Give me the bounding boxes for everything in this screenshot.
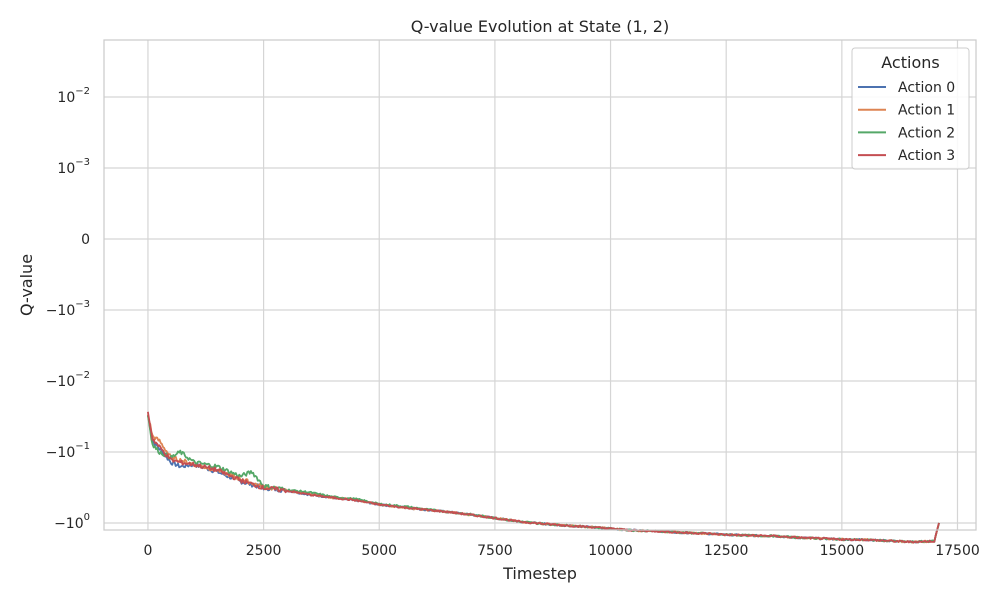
legend-box	[851, 47, 970, 170]
x-tick-labels: 0 2500 5000 7500 10000 12500 15000 17500	[143, 543, 979, 559]
y-tick-labels: 10−2 10−3 0 −10−3 −10−2 −10−1 −100	[46, 86, 90, 532]
y-tick-label: −10−3	[46, 299, 90, 319]
legend-label: Action 1	[898, 103, 955, 119]
y-tick-label: −10−2	[46, 370, 90, 390]
y-tick-label: 0	[81, 232, 90, 248]
legend-title: Actions	[881, 53, 939, 72]
y-tick-label: −10−1	[46, 441, 90, 461]
series-line-3	[147, 411, 940, 544]
chart-title: Q-value Evolution at State (1, 2)	[411, 17, 669, 36]
y-axis-title: Q-value	[17, 254, 36, 316]
x-tick-label: 15000	[820, 543, 865, 559]
legend-items: Action 0 Action 1 Action 2 Action 3	[858, 80, 955, 164]
legend-label: Action 0	[898, 80, 955, 96]
y-tick-label: −100	[54, 512, 90, 532]
plot-frame	[103, 39, 977, 531]
x-tick-label: 12500	[704, 543, 749, 559]
x-tick-label: 5000	[361, 543, 397, 559]
x-axis-title: Timestep	[502, 564, 577, 583]
x-tick-label: 10000	[588, 543, 633, 559]
y-tick-label: 10−3	[57, 157, 90, 177]
grid	[104, 40, 976, 530]
series-lines	[147, 411, 940, 544]
legend-label: Action 3	[898, 148, 955, 164]
x-tick-label: 7500	[477, 543, 513, 559]
x-tick-label: 17500	[935, 543, 980, 559]
x-tick-label: 2500	[246, 543, 282, 559]
legend-label: Action 2	[898, 125, 955, 141]
x-tick-label: 0	[143, 543, 152, 559]
legend: Actions Action 0 Action 1 Action 2 Action 3	[851, 47, 970, 170]
y-tick-label: 10−2	[57, 86, 90, 106]
